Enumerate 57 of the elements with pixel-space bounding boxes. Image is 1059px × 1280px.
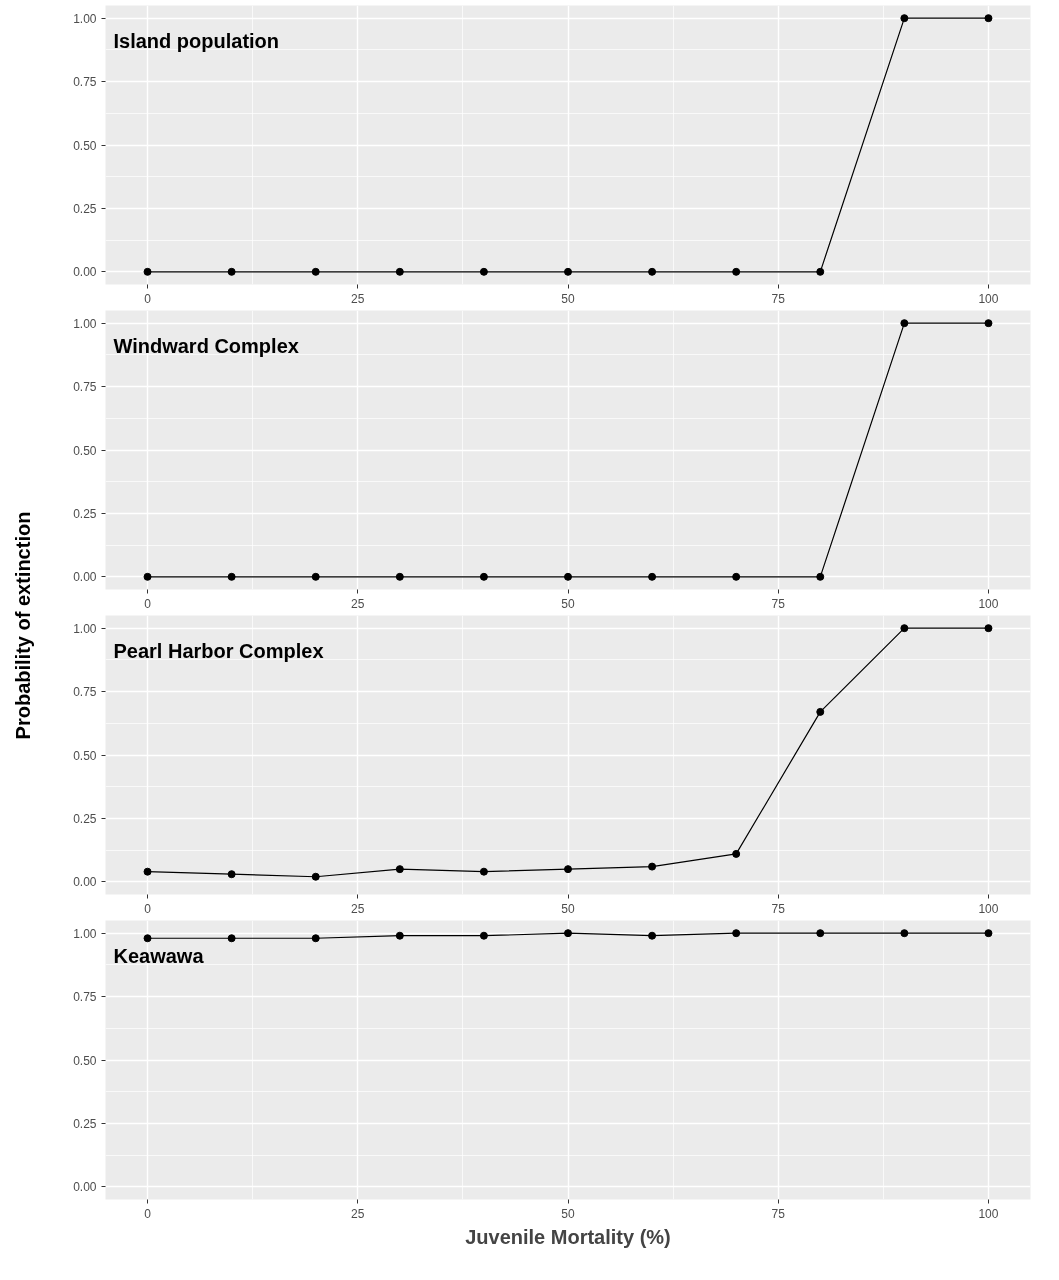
point xyxy=(984,624,993,633)
x-tick-label: 100 xyxy=(978,1206,999,1221)
y-tick-label: 0.00 xyxy=(73,1180,97,1195)
text: Probability of extinction xyxy=(12,511,34,740)
x-tick-label: 75 xyxy=(771,291,786,306)
x-tick-label: 0 xyxy=(144,596,152,611)
x-tick-label: 0 xyxy=(144,291,152,306)
y-tick-label: 0.50 xyxy=(73,748,97,763)
x-tick-label: 50 xyxy=(561,291,575,306)
x-tick-label: 100 xyxy=(978,901,999,916)
y-tick-label: 0.75 xyxy=(73,380,97,395)
point xyxy=(143,867,152,876)
text: Pearl Harbor Complex xyxy=(113,639,324,662)
y-tick-label: 0.50 xyxy=(73,443,97,458)
y-tick-label: 1.00 xyxy=(73,621,97,636)
text: Keawawa xyxy=(113,944,205,967)
point xyxy=(732,849,741,858)
y-tick-label: 0.75 xyxy=(73,685,97,700)
text: Island population xyxy=(113,29,280,52)
point xyxy=(564,865,572,874)
point xyxy=(227,870,236,879)
x-tick-label: 50 xyxy=(561,1206,575,1221)
point xyxy=(395,865,404,874)
y-tick-label: 0.50 xyxy=(73,138,97,153)
y-tick-label: 1.00 xyxy=(73,11,97,26)
text: Windward Complex xyxy=(113,334,299,357)
x-tick-label: 25 xyxy=(351,291,365,306)
x-tick-label: 75 xyxy=(771,901,786,916)
x-tick-label: 100 xyxy=(978,291,999,306)
y-tick-label: 0.75 xyxy=(73,75,97,90)
x-tick-label: 75 xyxy=(771,1206,786,1221)
x-tick-label: 0 xyxy=(144,901,152,916)
x-tick-label: 0 xyxy=(144,1206,152,1221)
x-tick-label: 100 xyxy=(978,596,999,611)
y-tick-label: 0.25 xyxy=(73,201,97,216)
x-tick-label: 25 xyxy=(351,901,365,916)
point xyxy=(900,624,909,633)
y-tick-label: 1.00 xyxy=(73,926,97,941)
y-tick-label: 0.50 xyxy=(73,1053,97,1068)
point xyxy=(479,867,488,876)
y-tick-label: 0.25 xyxy=(73,1116,97,1131)
y-tick-label: 0.25 xyxy=(73,811,97,826)
x-tick-label: 75 xyxy=(771,596,786,611)
y-tick-label: 1.00 xyxy=(73,316,97,331)
x-tick-label: 25 xyxy=(351,1206,365,1221)
point xyxy=(311,872,320,881)
y-tick-label: 0.00 xyxy=(73,265,97,280)
y-tick-label: 0.75 xyxy=(73,990,97,1005)
y-tick-label: 0.25 xyxy=(73,506,97,521)
y-tick-label: 0.00 xyxy=(73,570,97,585)
x-axis-title: Juvenile Mortality (%) xyxy=(465,1225,671,1248)
y-tick-label: 0.00 xyxy=(73,875,97,890)
x-tick-label: 50 xyxy=(561,596,575,611)
point xyxy=(816,707,825,716)
x-tick-label: 25 xyxy=(351,596,365,611)
point xyxy=(648,862,657,871)
x-tick-label: 50 xyxy=(561,901,575,916)
